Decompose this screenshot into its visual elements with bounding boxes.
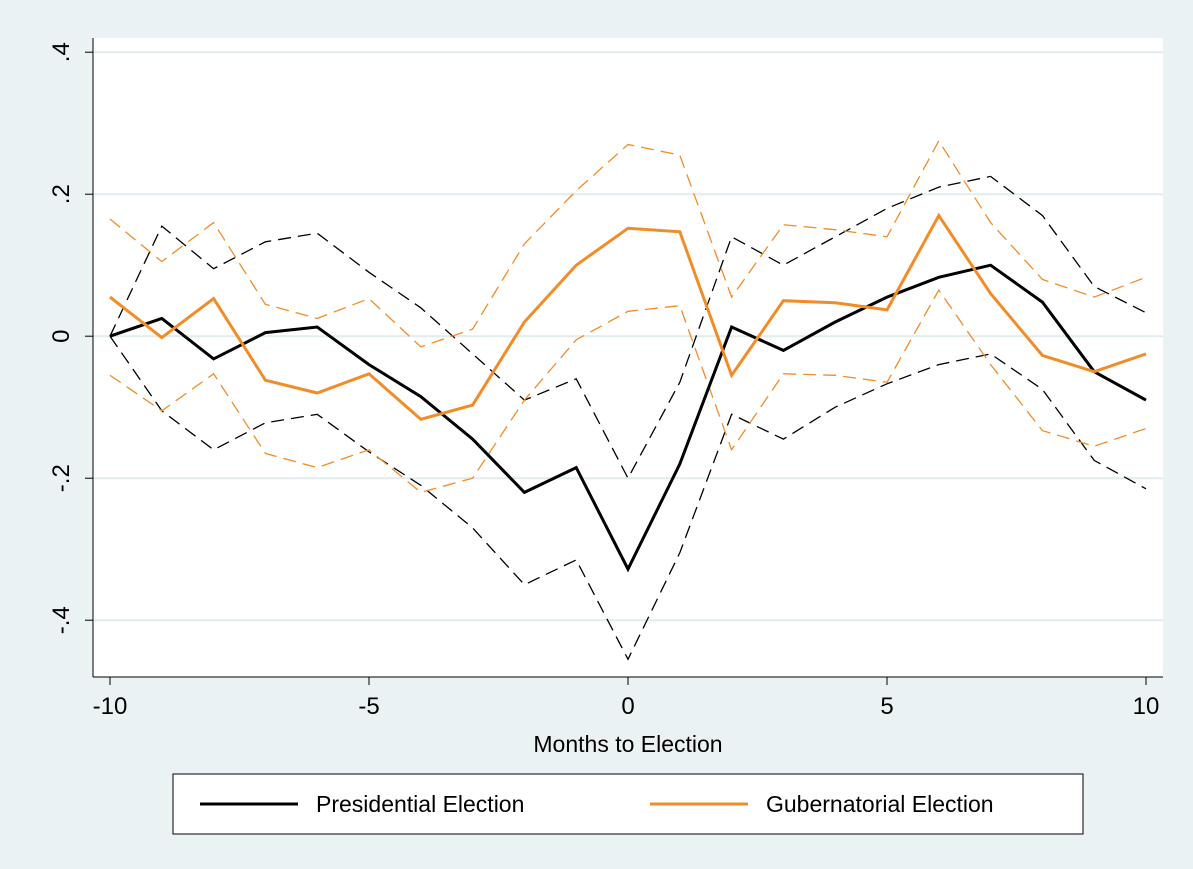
- x-tick-label: 5: [880, 693, 893, 720]
- y-tick-label: .4: [48, 42, 75, 62]
- x-tick-label: -5: [358, 693, 379, 720]
- y-tick-label: .2: [48, 184, 75, 204]
- ci-bound-line: [109, 139, 1147, 348]
- axes: -.4 -.2 0 .2 .4 -10 -5 0 5 10: [48, 38, 1163, 720]
- ci-bound-line: [109, 288, 1147, 494]
- x-tick-label: -10: [93, 693, 128, 720]
- legend: Presidential Election Gubernatorial Elect…: [172, 773, 1084, 835]
- legend-label: Presidential Election: [316, 791, 524, 817]
- x-tick-label: 10: [1133, 693, 1160, 720]
- x-axis-title: Months to Election: [533, 731, 722, 757]
- grid-lines: [93, 51, 1163, 622]
- legend-label: Gubernatorial Election: [766, 791, 994, 817]
- legend-box: [172, 773, 1084, 835]
- y-tick-label: 0: [48, 330, 75, 343]
- x-tick-label: 0: [621, 693, 634, 720]
- y-tick-label: -.4: [48, 606, 75, 634]
- plot-area: [93, 38, 1163, 677]
- ci-bound-line: [109, 335, 1147, 661]
- series-line-gubernatorial-election: [109, 212, 1147, 421]
- series-group: [109, 139, 1147, 661]
- ci-bound-line: [109, 175, 1147, 480]
- y-tick-label: -.2: [48, 464, 75, 492]
